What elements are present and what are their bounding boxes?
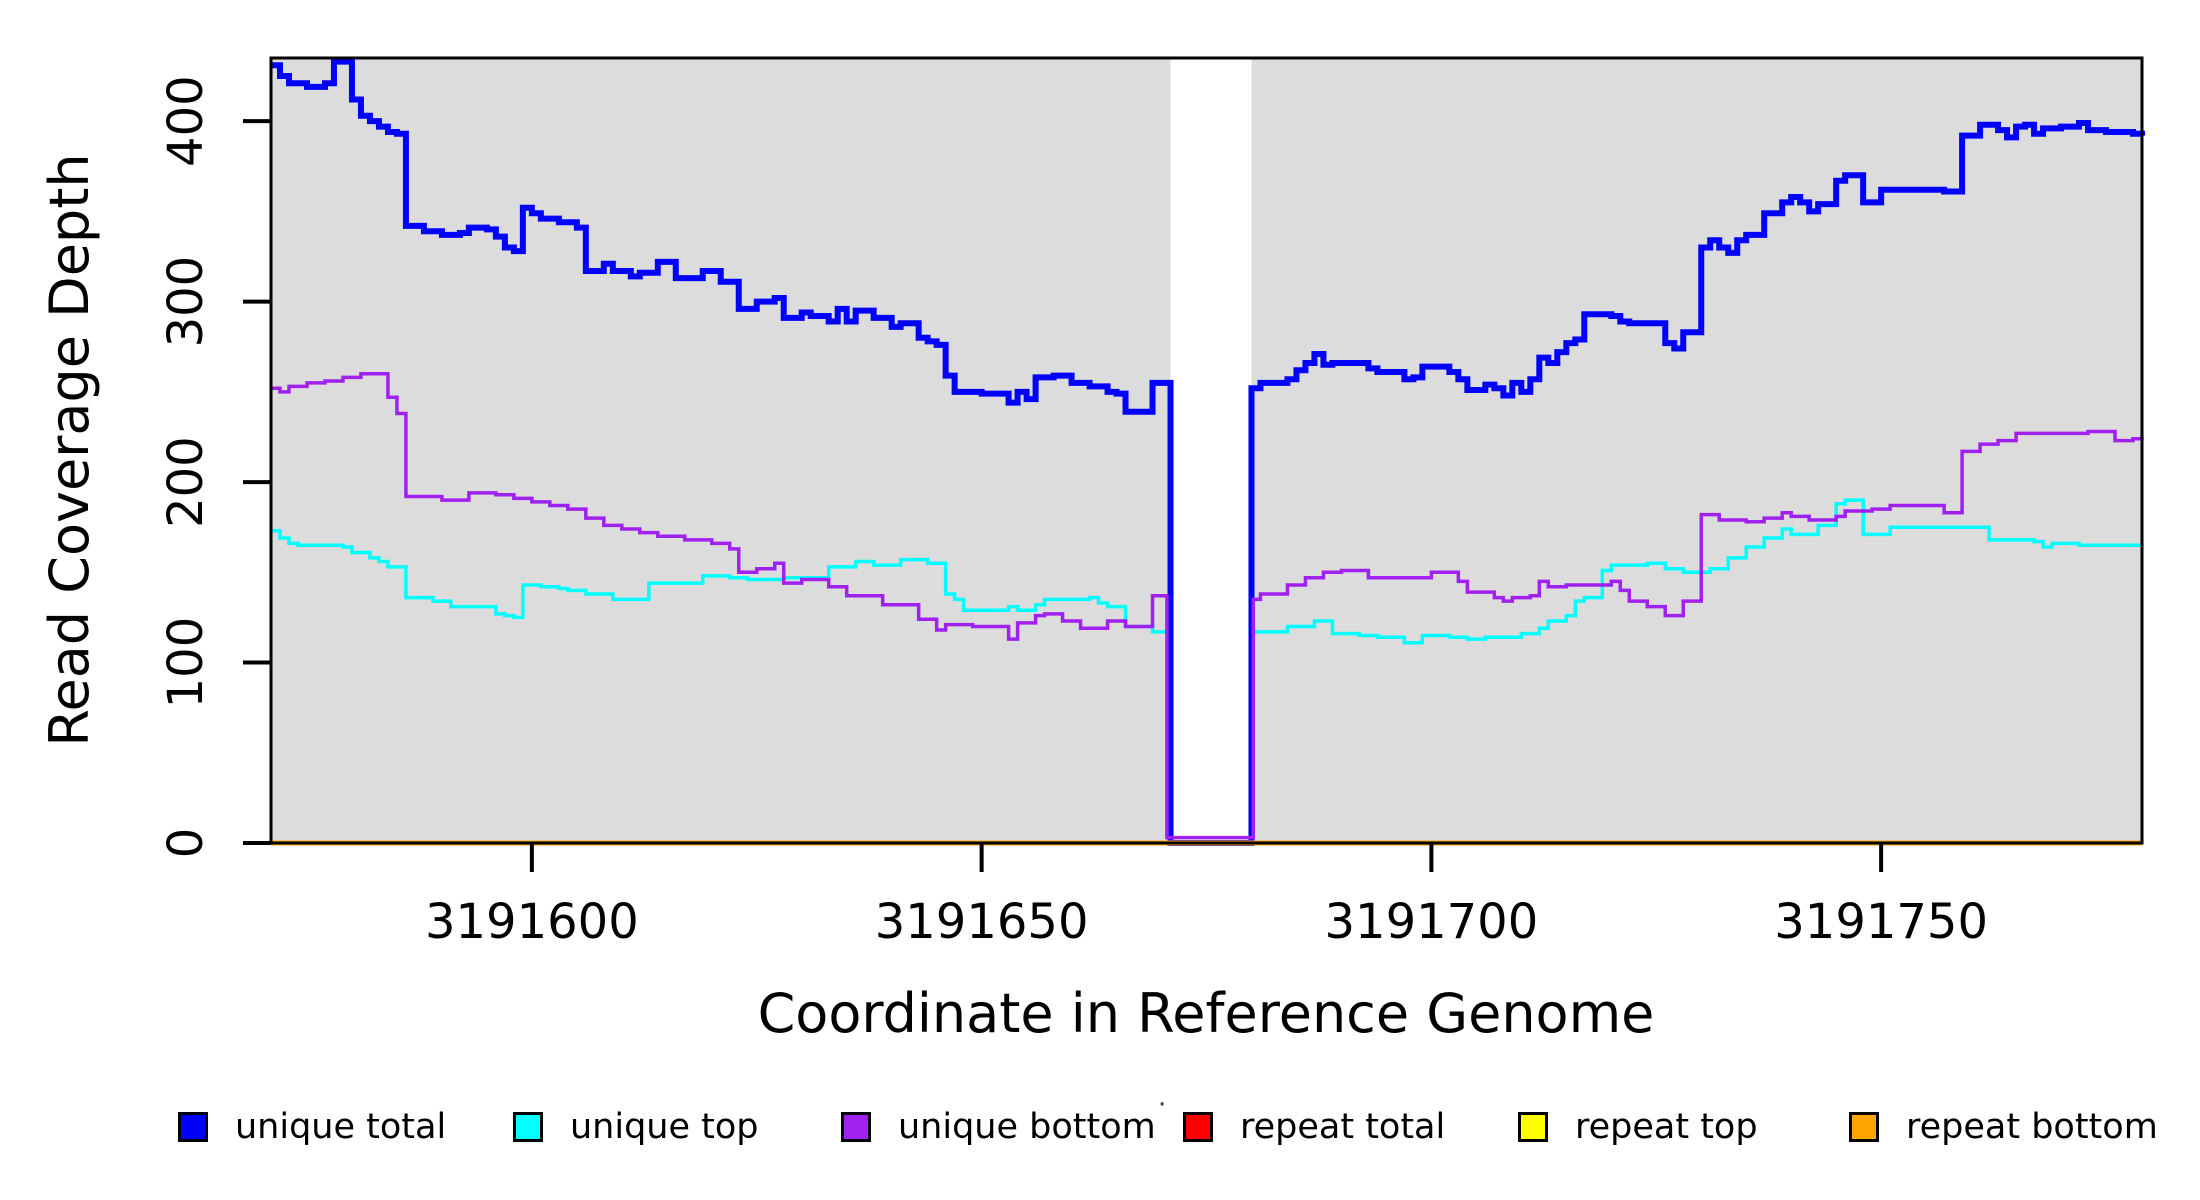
y-tick-label: 400 [158,75,214,167]
x-tick-label: 3191600 [425,894,639,950]
plot-border-box [269,56,2144,845]
axes-layer: 0 100 200 300 400 3191600 3191650 3191700 319175… [158,56,2144,950]
plot-background-layer [271,58,2142,843]
y-tick-label: 300 [158,256,214,348]
plot-background-left [271,58,1171,843]
x-tick-label: 3191750 [1774,894,1988,950]
masked-gap-region [1170,58,1252,843]
x-tick-label: 3191650 [875,894,1089,950]
stray-mark: · [1158,1090,1167,1120]
y-tick-label: 200 [158,436,214,528]
y-axis-title: Read Coverage Depth [38,153,101,746]
y-tick-label: 0 [158,828,214,859]
y-tick-label: 100 [158,617,214,709]
x-tick-label: 3191700 [1324,894,1538,950]
plot-background-right [1251,58,2142,843]
series-line-unique-bottom [271,372,2144,840]
x-axis-title: Coordinate in Reference Genome [758,982,1655,1045]
